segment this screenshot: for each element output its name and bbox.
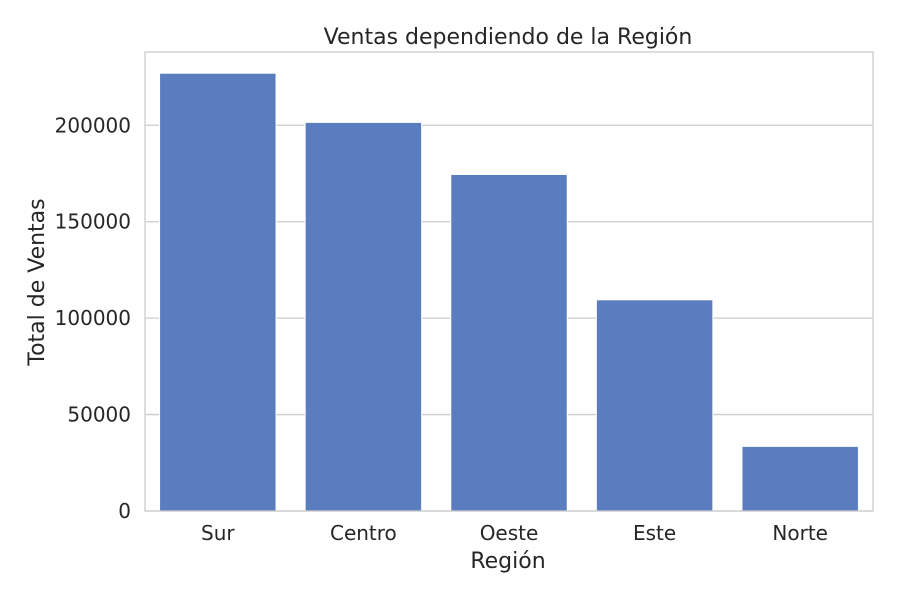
x-tick-label: Norte	[772, 521, 828, 545]
y-tick-labels: 0 50000 100000 150000 200000	[55, 113, 131, 523]
bar-oeste	[450, 173, 568, 512]
y-tick-label: 0	[118, 499, 131, 523]
y-tick-label: 50000	[67, 403, 131, 427]
bar-centro	[304, 121, 423, 512]
bars	[159, 72, 859, 512]
x-tick-label: Oeste	[480, 521, 539, 545]
x-tick-labels: Sur Centro Oeste Este Norte	[201, 521, 828, 545]
bar-norte	[741, 445, 859, 512]
x-tick-label: Centro	[330, 521, 397, 545]
y-tick-label: 150000	[55, 210, 131, 234]
y-tick-label: 100000	[55, 306, 131, 330]
x-axis-title: Región	[470, 549, 545, 574]
bar-este	[595, 299, 714, 512]
y-tick-label: 200000	[55, 113, 131, 137]
plot-frame	[144, 51, 874, 512]
y-axis-title: Total de Ventas	[25, 198, 50, 366]
x-tick-label: Sur	[201, 521, 235, 545]
chart-title: Ventas dependiendo de la Región	[324, 25, 693, 50]
x-tick-label: Este	[633, 521, 676, 545]
bar-sur	[159, 72, 277, 512]
